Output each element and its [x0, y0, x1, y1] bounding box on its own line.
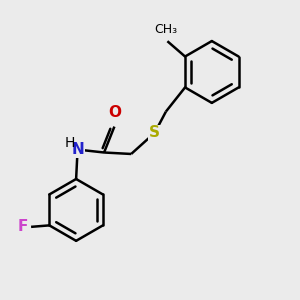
Text: CH₃: CH₃	[154, 23, 178, 36]
Text: S: S	[149, 125, 160, 140]
Text: H: H	[64, 136, 74, 150]
Text: F: F	[17, 219, 28, 234]
Text: O: O	[108, 105, 121, 120]
Text: N: N	[71, 142, 84, 157]
